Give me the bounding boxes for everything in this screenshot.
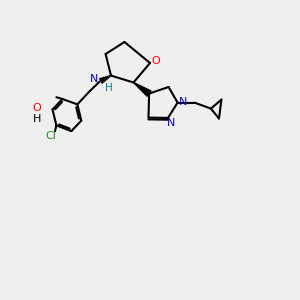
Text: H: H [105,82,112,93]
Text: O: O [152,56,160,66]
Polygon shape [134,82,151,96]
Text: Cl: Cl [45,130,56,141]
Text: N: N [167,118,175,128]
Text: H: H [33,114,41,124]
Text: N: N [179,97,187,107]
Text: N: N [90,74,98,84]
Text: O: O [33,103,42,113]
